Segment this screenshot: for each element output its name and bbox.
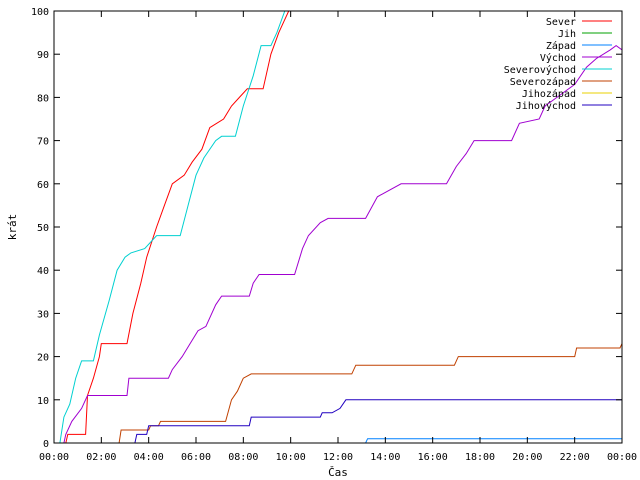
legend-label: Severovýchod <box>504 64 576 76</box>
x-tick-label: 00:00 <box>607 452 637 463</box>
legend-label: Jih <box>558 29 576 40</box>
legend-label: Sever <box>546 17 576 28</box>
legend: SeverJihZápadVýchodSeverovýchodSeverozáp… <box>504 17 612 112</box>
x-tick-label: 10:00 <box>276 452 306 463</box>
y-tick-label: 80 <box>37 93 49 104</box>
legend-label: Východ <box>540 52 576 64</box>
series-line-Severovýchod <box>59 11 286 443</box>
x-tick-label: 18:00 <box>465 452 495 463</box>
y-tick-label: 50 <box>37 223 49 234</box>
y-tick-label: 20 <box>37 353 49 364</box>
legend-label: Jihovýchod <box>516 100 576 112</box>
x-tick-label: 20:00 <box>512 452 542 463</box>
series-line-Západ <box>365 438 622 443</box>
x-tick-label: 04:00 <box>134 452 164 463</box>
plot-lines <box>59 11 622 443</box>
y-tick-label: 10 <box>37 396 49 407</box>
x-tick-label: 14:00 <box>370 452 400 463</box>
y-axis-ticks: 0 10 20 30 40 50 60 70 80 90 100 <box>31 7 622 450</box>
x-tick-label: 08:00 <box>228 452 258 463</box>
y-tick-label: 0 <box>43 439 49 450</box>
x-tick-label: 02:00 <box>86 452 116 463</box>
y-tick-label: 60 <box>37 180 49 191</box>
x-tick-label: 16:00 <box>418 452 448 463</box>
series-line-Sever <box>65 11 290 443</box>
y-tick-label: 40 <box>37 266 49 277</box>
y-axis-label: krát <box>6 214 19 241</box>
y-tick-label: 90 <box>37 50 49 61</box>
legend-label: Jihozápad <box>522 88 576 100</box>
legend-label: Severozápad <box>510 76 576 88</box>
y-tick-label: 30 <box>37 309 49 320</box>
series-line-Jihovýchod <box>134 399 622 443</box>
x-tick-label: 00:00 <box>39 452 69 463</box>
x-tick-label: 12:00 <box>323 452 353 463</box>
y-tick-label: 70 <box>37 137 49 148</box>
x-tick-label: 22:00 <box>560 452 590 463</box>
series-line-Východ <box>63 44 622 443</box>
x-axis-ticks: 00:00 02:00 04:00 06:00 08:00 10:00 12:00 14:00… <box>39 11 637 463</box>
y-tick-label: 100 <box>31 7 49 18</box>
x-tick-label: 06:00 <box>181 452 211 463</box>
legend-label: Západ <box>546 40 576 52</box>
x-axis-label: Čas <box>328 466 348 479</box>
